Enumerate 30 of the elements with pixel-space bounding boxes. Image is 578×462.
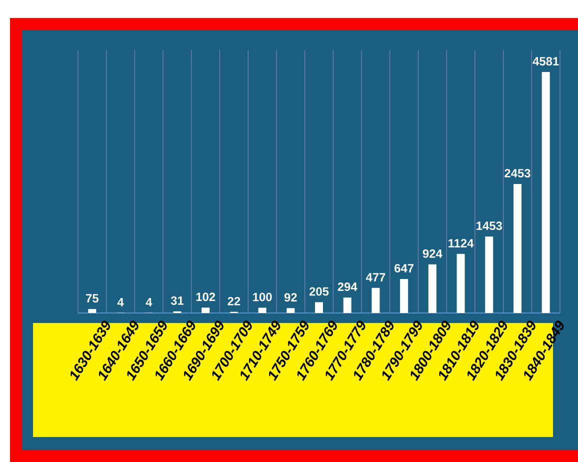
data-label: 924 xyxy=(422,249,442,258)
data-label: 31 xyxy=(170,296,184,305)
bar xyxy=(485,236,494,313)
data-label: 102 xyxy=(196,292,216,302)
data-label: 22 xyxy=(228,296,240,306)
data-label: 647 xyxy=(394,264,414,272)
bar xyxy=(372,288,380,313)
bar xyxy=(315,302,324,313)
data-label: 75 xyxy=(86,294,98,303)
data-label: 92 xyxy=(284,293,297,302)
bar xyxy=(456,254,465,313)
data-label: 100 xyxy=(253,292,272,302)
bar xyxy=(286,308,295,313)
data-label: 205 xyxy=(309,287,329,296)
bar xyxy=(202,308,210,313)
bar xyxy=(542,72,550,313)
bar xyxy=(343,298,352,313)
data-label: 1453 xyxy=(476,222,502,230)
bar xyxy=(258,308,266,313)
data-label: 2453 xyxy=(504,168,530,178)
bar xyxy=(88,309,96,313)
data-label: 4 xyxy=(146,298,152,306)
data-label: 4 xyxy=(117,298,124,306)
data-label: 294 xyxy=(338,282,358,291)
bar xyxy=(400,278,408,313)
bar xyxy=(428,264,436,313)
data-label: 4581 xyxy=(532,57,559,66)
bar xyxy=(513,184,522,313)
data-label: 477 xyxy=(366,273,386,282)
data-label: 1124 xyxy=(448,239,474,248)
